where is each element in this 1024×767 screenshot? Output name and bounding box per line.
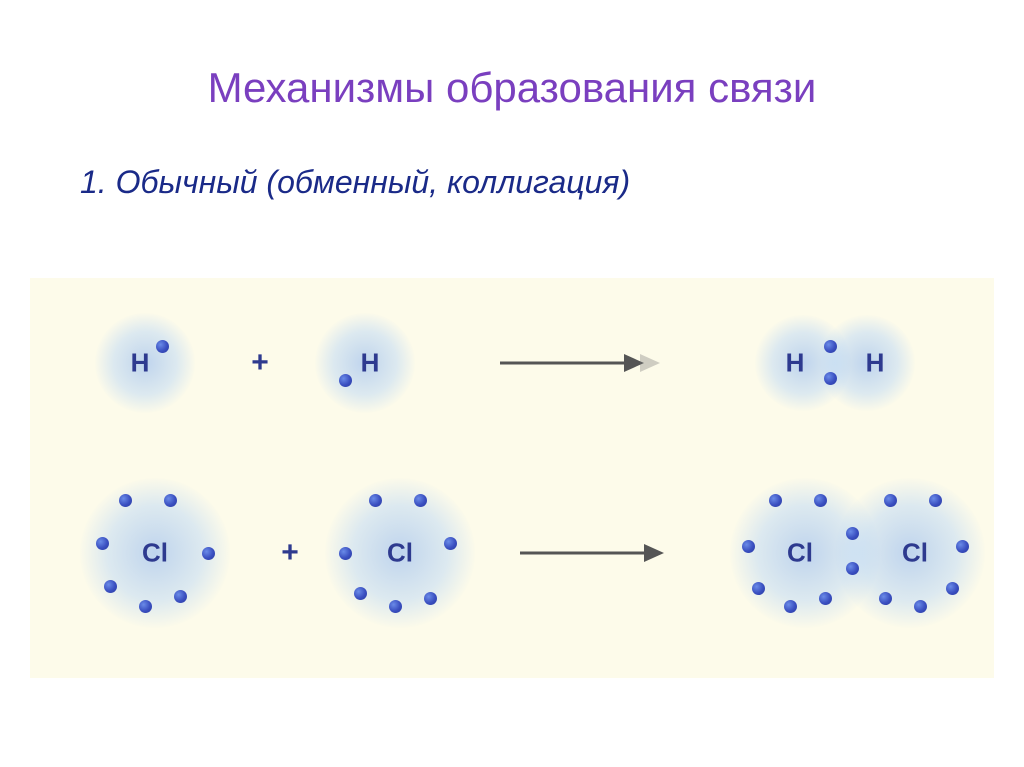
atom-label: Cl (787, 538, 813, 569)
plus-sign: + (281, 536, 299, 570)
atom-label: H (131, 348, 150, 379)
electron-dot (339, 547, 352, 560)
electron-dot (444, 537, 457, 550)
electron-dot (946, 582, 959, 595)
electron-dot (824, 372, 837, 385)
electron-dot (156, 340, 169, 353)
electron-dot (819, 592, 832, 605)
atom-label: Cl (142, 538, 168, 569)
plus-sign: + (251, 346, 269, 380)
electron-dot (119, 494, 132, 507)
electron-dot (846, 562, 859, 575)
electron-dot (752, 582, 765, 595)
electron-dot (339, 374, 352, 387)
atom-label: H (866, 348, 885, 379)
electron-dot (389, 600, 402, 613)
reaction-arrow (500, 353, 640, 373)
reaction-row-chlorine: Cl + Cl Cl Cl (30, 468, 994, 638)
atom-label: H (786, 348, 805, 379)
electron-dot (879, 592, 892, 605)
electron-dot (369, 494, 382, 507)
electron-dot (784, 600, 797, 613)
diagram-area: H + H H H Cl + Cl Cl Cl (30, 278, 994, 678)
electron-dot (824, 340, 837, 353)
electron-dot (424, 592, 437, 605)
electron-dot (414, 494, 427, 507)
electron-dot (354, 587, 367, 600)
electron-dot (956, 540, 969, 553)
electron-dot (914, 600, 927, 613)
electron-dot (742, 540, 755, 553)
electron-dot (96, 537, 109, 550)
electron-dot (929, 494, 942, 507)
electron-dot (174, 590, 187, 603)
electron-dot (202, 547, 215, 560)
electron-dot (164, 494, 177, 507)
electron-dot (814, 494, 827, 507)
reaction-arrow (520, 543, 660, 563)
atom-label: Cl (387, 538, 413, 569)
electron-dot (884, 494, 897, 507)
electron-dot (139, 600, 152, 613)
electron-dot (769, 494, 782, 507)
electron-dot (846, 527, 859, 540)
atom-label: H (361, 348, 380, 379)
atom-label: Cl (902, 538, 928, 569)
reaction-row-hydrogen: H + H H H (30, 308, 994, 418)
electron-dot (104, 580, 117, 593)
slide-title: Механизмы образования связи (0, 0, 1024, 112)
slide-subtitle: 1. Обычный (обменный, коллигация) (0, 112, 1024, 201)
